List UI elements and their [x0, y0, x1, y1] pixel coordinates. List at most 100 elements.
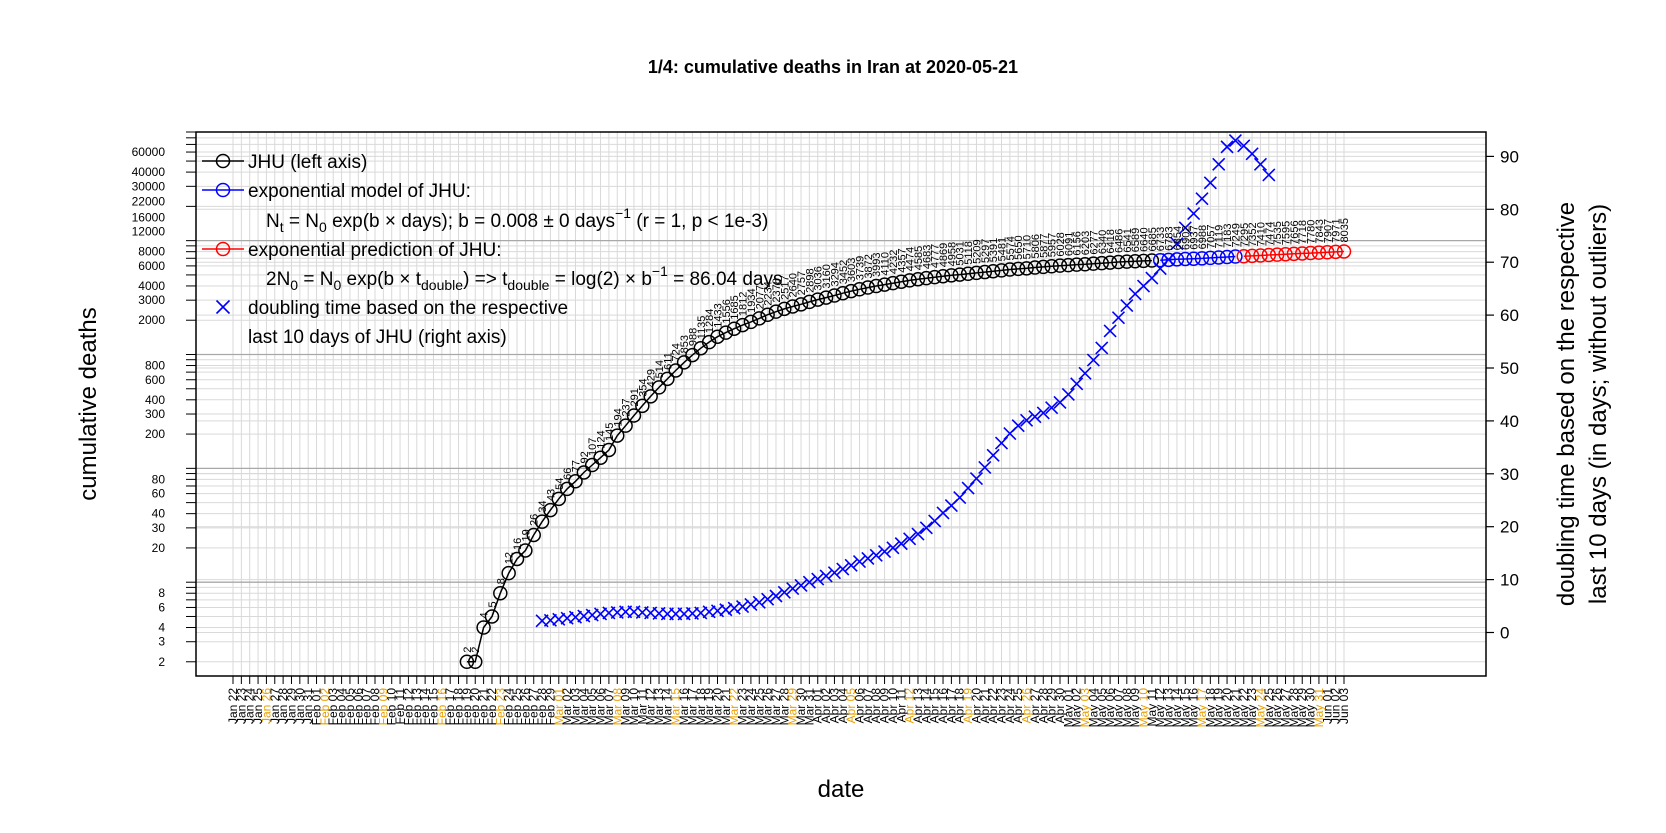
- series-line: [466, 259, 1152, 663]
- doubling-time-marker: [852, 555, 867, 569]
- data-label: 6854: [1172, 226, 1184, 250]
- doubling-time-marker: [1228, 133, 1242, 148]
- data-label: 2898: [804, 268, 816, 292]
- y-tick-label-left: 60000: [132, 145, 166, 159]
- data-point: [610, 428, 625, 443]
- data-label: 291: [629, 388, 641, 406]
- data-point: [726, 321, 742, 336]
- data-label: 2077: [754, 285, 766, 309]
- data-label: 145: [604, 423, 616, 441]
- data-point: [1069, 257, 1084, 272]
- x-tick-label: Feb 22: [485, 688, 499, 726]
- left-axis: 2346820304060802003004006008002000300040…: [132, 131, 196, 669]
- data-label: 8035: [1339, 218, 1351, 242]
- data-point: [1336, 244, 1352, 259]
- data-point: [860, 280, 876, 295]
- x-tick-label: Apr 18: [953, 688, 967, 724]
- x-tick-label: Jan 31: [301, 688, 315, 724]
- data-label: 3993: [871, 253, 883, 277]
- data-point: [843, 283, 859, 299]
- x-tick-label: Apr 22: [986, 688, 1000, 724]
- data-label: 3294: [829, 262, 841, 286]
- doubling-time-marker: [1203, 176, 1217, 190]
- y-tick-label-left: 400: [145, 393, 165, 407]
- x-tick-label: Mar 19: [702, 688, 716, 726]
- data-point: [1294, 246, 1310, 261]
- data-point: [601, 442, 617, 458]
- x-tick-label: Mar 20: [710, 688, 724, 726]
- y-tick-label-right: 40: [1500, 412, 1519, 431]
- doubling-time-marker: [1262, 168, 1276, 182]
- x-tick-label: May 23: [1245, 688, 1259, 728]
- y-tick-label-left: 40: [152, 507, 166, 521]
- x-tick-label: Mar 25: [752, 688, 766, 726]
- data-label: 6091: [1063, 232, 1075, 256]
- data-point: [1002, 262, 1018, 277]
- y-tick-label-left: 12000: [132, 225, 166, 239]
- doubling-time-marker: [735, 600, 750, 614]
- doubling-time-marker: [978, 460, 992, 475]
- data-label: 7780: [1306, 220, 1318, 244]
- data-label: 7843: [1314, 219, 1326, 243]
- data-point: [701, 334, 717, 350]
- data-point: [1178, 251, 1193, 267]
- series-line: [1243, 250, 1345, 257]
- data-label: 3452: [838, 260, 850, 284]
- data-point: [543, 502, 558, 518]
- x-tick-label: Apr 19: [961, 688, 975, 724]
- data-label: 7119: [1214, 225, 1226, 249]
- doubling-time-marker: [1086, 353, 1100, 367]
- x-tick-label: Mar 16: [677, 688, 691, 726]
- data-label: 7057: [1205, 224, 1217, 248]
- y-tick-label-right: 50: [1500, 359, 1519, 378]
- data-point: [827, 288, 842, 303]
- data-point: [1286, 246, 1302, 262]
- data-label: 6733: [1155, 227, 1167, 251]
- data-label: 6156: [1072, 231, 1084, 255]
- doubling-time-marker: [1078, 366, 1092, 380]
- data-point: [718, 325, 734, 340]
- data-point: [635, 398, 650, 414]
- data-point: [885, 275, 901, 291]
- data-label: 6902: [1180, 225, 1192, 249]
- plot-frame: [195, 131, 1487, 677]
- y-axis-label-right-line2: last 10 days (in days; without outliers): [1585, 204, 1612, 604]
- y-tick-label-left: 200: [145, 427, 165, 441]
- data-label: 3603: [846, 258, 858, 282]
- series-layer: [459, 133, 1352, 670]
- data-label: 107: [587, 438, 599, 456]
- legend-model-formula: Nt = N0 exp(b × days); b = 0.008 ± 0 day…: [266, 205, 768, 235]
- y-tick-label-left: 6000: [138, 259, 165, 273]
- x-tick-label: Feb 27: [527, 688, 541, 726]
- data-point: [526, 527, 541, 543]
- x-tick-label: Feb 02: [318, 688, 332, 726]
- data-point: [1119, 254, 1135, 269]
- data-point: [518, 543, 533, 558]
- data-point: [1303, 245, 1318, 261]
- x-tick-label: Feb 19: [460, 688, 474, 726]
- y-tick-label-right: 10: [1500, 571, 1519, 590]
- data-label: 853: [679, 335, 691, 353]
- doubling-time-marker: [761, 592, 775, 606]
- data-point: [1169, 252, 1185, 267]
- data-point: [818, 290, 834, 305]
- doubling-time-marker: [861, 551, 875, 566]
- data-label: 2234: [763, 281, 775, 305]
- x-tick-label: May 20: [1220, 688, 1234, 728]
- doubling-time-marker: [911, 527, 925, 541]
- data-label: 1812: [738, 292, 750, 316]
- x-tick-label: Apr 14: [919, 688, 933, 724]
- doubling-time-marker: [794, 578, 808, 592]
- x-tick-label: May 05: [1095, 688, 1109, 728]
- data-point: [977, 264, 993, 280]
- data-point: [1036, 259, 1051, 275]
- data-label: 6541: [1122, 228, 1134, 252]
- data-point: [1161, 252, 1176, 268]
- y-tick-label-left: 30000: [132, 179, 166, 193]
- data-label: 7535: [1272, 221, 1284, 245]
- y-tick-label-left: 600: [145, 373, 165, 387]
- x-tick-label: Mar 31: [802, 688, 816, 726]
- data-label-layer: 2245812161926344354667792107124145194237…: [462, 218, 1351, 653]
- x-tick-label: Mar 22: [727, 688, 741, 726]
- x-tick-label: May 03: [1078, 688, 1092, 728]
